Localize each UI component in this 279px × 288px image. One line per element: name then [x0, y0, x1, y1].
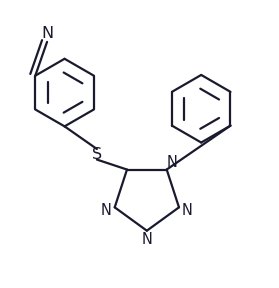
Text: N: N — [167, 155, 177, 170]
Text: N: N — [141, 232, 152, 247]
Text: N: N — [101, 202, 112, 217]
Text: N: N — [182, 202, 193, 217]
Text: N: N — [42, 26, 54, 41]
Text: S: S — [92, 147, 102, 162]
